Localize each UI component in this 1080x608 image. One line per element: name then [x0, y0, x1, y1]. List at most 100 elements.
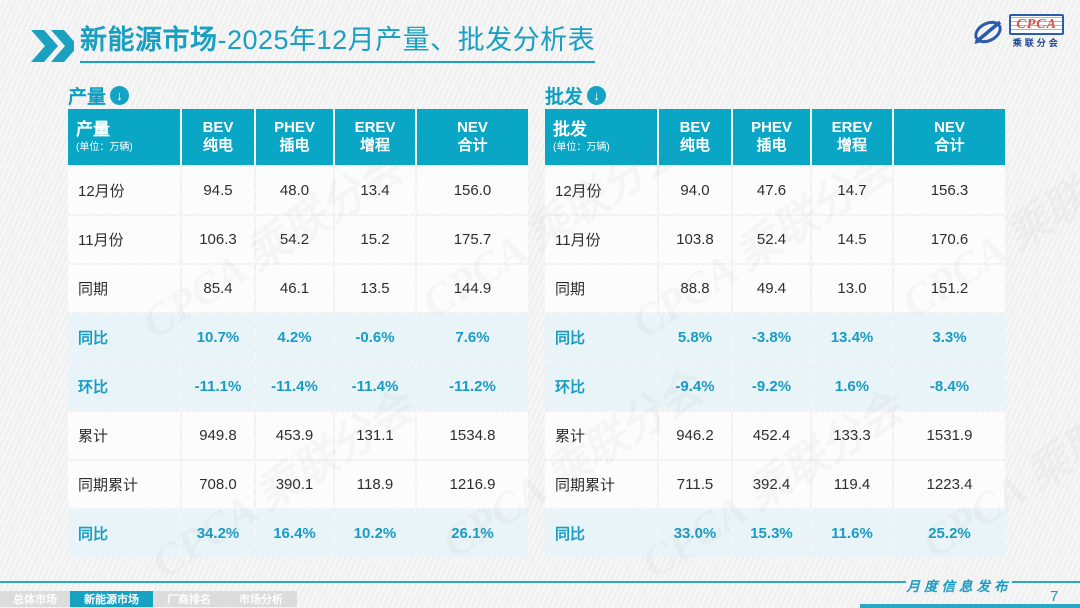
row-label: 环比 [545, 363, 657, 410]
table-header-column: EREV 增程 [335, 109, 415, 165]
cell-value: 949.8 [182, 412, 254, 459]
bottom-accent-bar [860, 604, 1080, 608]
cell-value: -11.4% [335, 363, 415, 410]
cell-value: 54.2 [256, 216, 333, 263]
cell-value: 5.8% [659, 314, 731, 361]
row-label: 累计 [545, 412, 657, 459]
production-section-head: 产量 ↓ [68, 84, 532, 108]
cell-value: 708.0 [182, 461, 254, 508]
cell-value: 711.5 [659, 461, 731, 508]
cell-value: 392.4 [733, 461, 810, 508]
cell-value: 144.9 [417, 265, 528, 312]
table-header-column: NEV 合计 [417, 109, 528, 165]
cell-value: -8.4% [894, 363, 1005, 410]
cell-value: 10.7% [182, 314, 254, 361]
page-number: 7 [1050, 588, 1059, 605]
cell-value: 452.4 [733, 412, 810, 459]
cell-value: 1531.9 [894, 412, 1005, 459]
footer-tab-2[interactable]: 新能源市场 [70, 591, 153, 607]
wholesale-table: 批发 (单位：万辆) BEV 纯电 PHEV 插电 EREV 增程 NEV 合计 12月份 94.0 4… [545, 109, 1009, 557]
row-label: 同比 [545, 314, 657, 361]
row-label: 同期累计 [68, 461, 180, 508]
wholesale-section-head: 批发 ↓ [545, 84, 1009, 108]
cell-value: -0.6% [335, 314, 415, 361]
cell-value: 88.8 [659, 265, 731, 312]
cell-value: 170.6 [894, 216, 1005, 263]
wholesale-table-section: 批发 ↓ 批发 (单位：万辆) BEV 纯电 PHEV 插电 EREV 增程 NEV 合计 12月份… [545, 84, 1009, 557]
cpca-swoosh-icon [974, 20, 1003, 44]
row-label: 11月份 [68, 216, 180, 263]
table-header-column: PHEV 插电 [733, 109, 810, 165]
row-label: 同比 [545, 510, 657, 557]
table-header-column: PHEV 插电 [256, 109, 333, 165]
footer-publication-label: 月度信息发布 [906, 574, 1012, 596]
cell-value: 16.4% [256, 510, 333, 557]
cpca-logo: CPCA 乘联分会 [971, 14, 1064, 49]
cell-value: 103.8 [659, 216, 731, 263]
cell-value: 156.0 [417, 167, 528, 214]
table-header-title: 产量 [76, 120, 110, 140]
cell-value: 14.5 [812, 216, 892, 263]
cell-value: 85.4 [182, 265, 254, 312]
table-header-column: NEV 合计 [894, 109, 1005, 165]
row-label: 11月份 [545, 216, 657, 263]
wholesale-section-label: 批发 [545, 86, 584, 108]
cell-value: 33.0% [659, 510, 731, 557]
row-label: 环比 [68, 363, 180, 410]
double-chevron-icon [31, 30, 74, 62]
row-label: 12月份 [545, 167, 657, 214]
production-section-label: 产量 [68, 86, 107, 108]
table-header-title-cell: 批发 (单位：万辆) [545, 109, 657, 165]
row-label: 同期累计 [545, 461, 657, 508]
cell-value: 13.0 [812, 265, 892, 312]
cell-value: 94.0 [659, 167, 731, 214]
cell-value: 10.2% [335, 510, 415, 557]
cell-value: 131.1 [335, 412, 415, 459]
cell-value: 118.9 [335, 461, 415, 508]
cell-value: 3.3% [894, 314, 1005, 361]
page-title: 新能源市场-2025年12月产量、批发分析表 [80, 24, 596, 63]
cell-value: 1.6% [812, 363, 892, 410]
footer-tab-4[interactable]: 市场分析 [239, 594, 283, 606]
table-header-title-cell: 产量 (单位：万辆) [68, 109, 180, 165]
cell-value: 13.4 [335, 167, 415, 214]
table-header-column: EREV 增程 [812, 109, 892, 165]
production-table: 产量 (单位：万辆) BEV 纯电 PHEV 插电 EREV 增程 NEV 合计 12月份 94.5 4… [68, 109, 532, 557]
cell-value: 25.2% [894, 510, 1005, 557]
cpca-logo-subtitle: 乘联分会 [1012, 38, 1061, 48]
cell-value: 119.4 [812, 461, 892, 508]
cell-value: 133.3 [812, 412, 892, 459]
table-header-column: BEV 纯电 [182, 109, 254, 165]
footer-tab-1[interactable]: 总体市场 [13, 594, 57, 606]
cell-value: 453.9 [256, 412, 333, 459]
cell-value: 1223.4 [894, 461, 1005, 508]
cell-value: 94.5 [182, 167, 254, 214]
cell-value: 106.3 [182, 216, 254, 263]
cell-value: -3.8% [733, 314, 810, 361]
cell-value: 1216.9 [417, 461, 528, 508]
footer-tab-3[interactable]: 厂商排名 [167, 594, 211, 606]
cell-value: 52.4 [733, 216, 810, 263]
cell-value: 4.2% [256, 314, 333, 361]
down-arrow-circle-icon: ↓ [587, 85, 607, 105]
production-table-section: 产量 ↓ 产量 (单位：万辆) BEV 纯电 PHEV 插电 EREV 增程 NEV 合计 12月份… [68, 84, 532, 557]
cell-value: -11.1% [182, 363, 254, 410]
down-arrow-circle-icon: ↓ [110, 85, 130, 105]
page-title-rest: -2025年12月产量、批发分析表 [217, 25, 596, 55]
cell-value: 11.6% [812, 510, 892, 557]
cpca-logo-text: CPCA [1009, 14, 1064, 35]
cell-value: 7.6% [417, 314, 528, 361]
cell-value: 13.4% [812, 314, 892, 361]
cell-value: 47.6 [733, 167, 810, 214]
table-header-unit: (单位：万辆) [76, 141, 133, 153]
footer-divider-line [0, 581, 1080, 583]
cell-value: 390.1 [256, 461, 333, 508]
cell-value: -9.2% [733, 363, 810, 410]
row-label: 同比 [68, 314, 180, 361]
cell-value: 48.0 [256, 167, 333, 214]
table-header-column: BEV 纯电 [659, 109, 731, 165]
row-label: 12月份 [68, 167, 180, 214]
cell-value: 156.3 [894, 167, 1005, 214]
cell-value: 13.5 [335, 265, 415, 312]
